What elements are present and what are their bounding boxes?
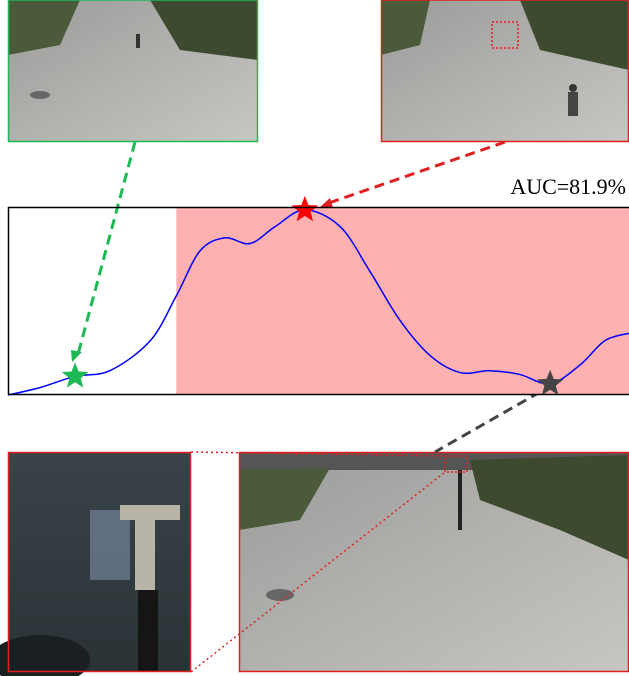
arrow-head	[71, 350, 82, 362]
arrow	[434, 390, 541, 454]
frame-border	[7, 451, 192, 673]
star-marker	[291, 195, 319, 222]
frame-anomaly	[381, 0, 629, 142]
score-line	[7, 209, 629, 396]
zoom-line	[190, 471, 446, 673]
arrow	[75, 141, 137, 359]
highlight-box	[491, 21, 519, 49]
frame-border	[7, 0, 259, 143]
highlight-box	[444, 455, 468, 473]
zoom-crop	[0, 452, 191, 676]
score-plot	[7, 195, 629, 396]
auc-label: AUC=81.9%	[510, 174, 626, 199]
frame-normal	[8, 0, 258, 142]
frame-anomaly	[239, 452, 629, 672]
anomaly-region	[176, 208, 629, 395]
plot-frame	[7, 206, 629, 396]
star-marker	[61, 362, 89, 388]
arrow	[325, 140, 506, 206]
star-marker	[536, 369, 564, 396]
zoom-line	[190, 451, 446, 457]
arrow-head	[320, 198, 333, 208]
